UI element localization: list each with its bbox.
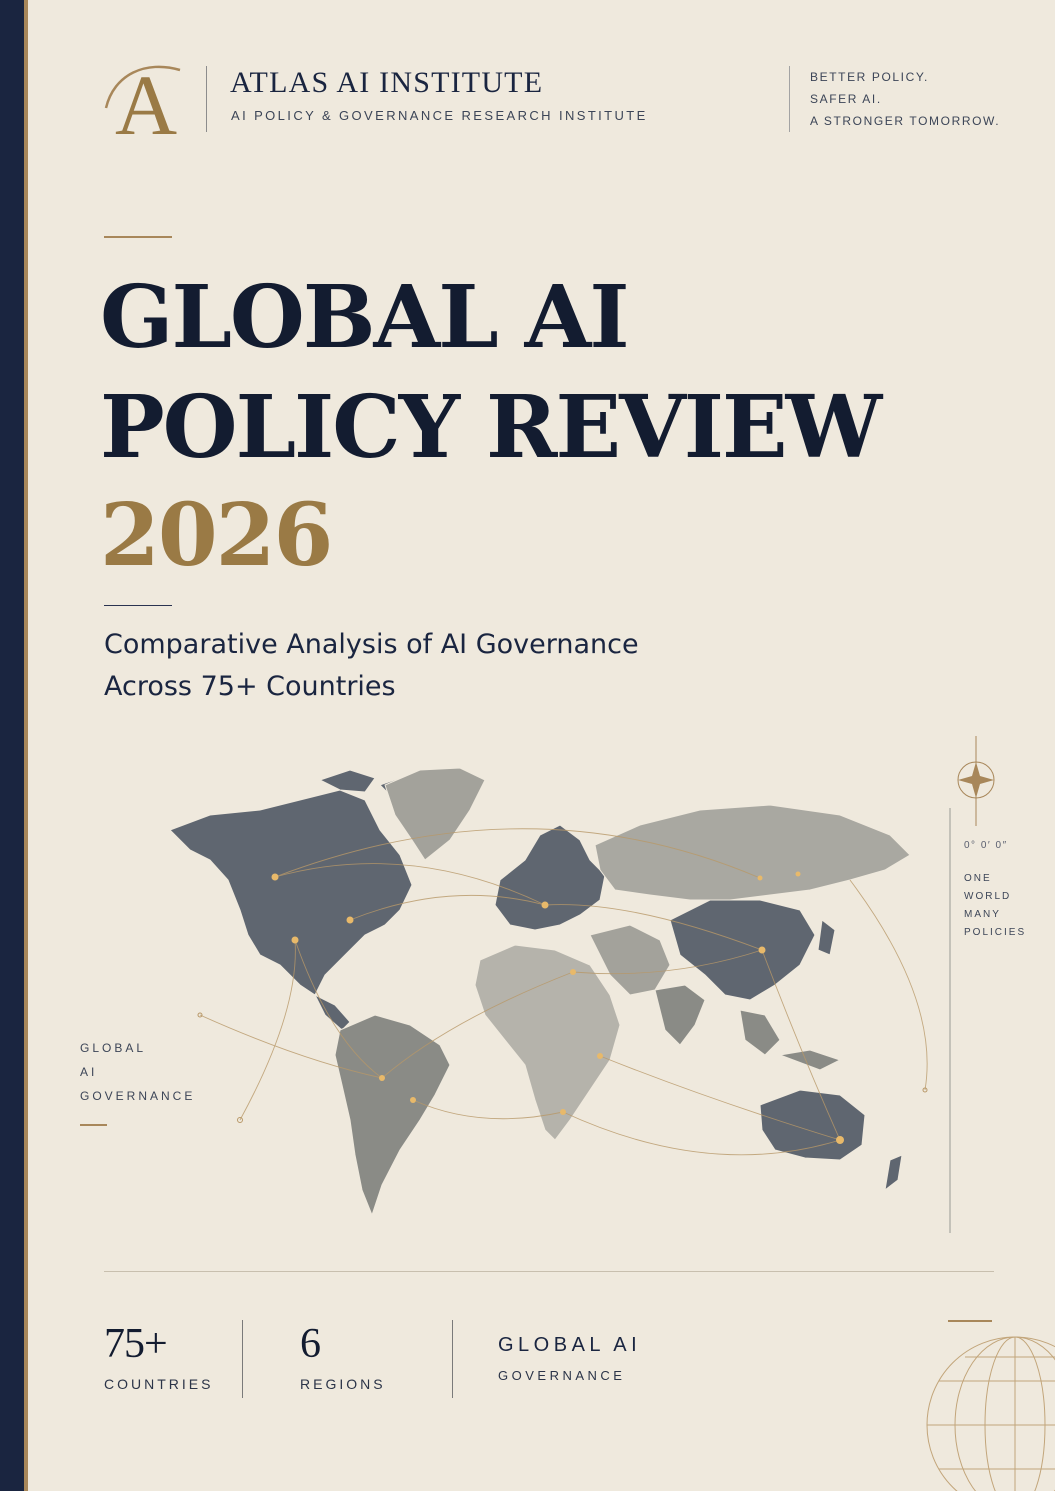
map-east-asia	[669, 899, 816, 1001]
side-label-left: GLOBAL AI GOVERNANCE	[80, 1036, 195, 1108]
map-india	[654, 984, 706, 1046]
tagline-2: SAFER AI.	[810, 92, 882, 106]
map-new-zealand	[884, 1154, 903, 1192]
network-links	[199, 828, 928, 1156]
map-southeast-asia	[739, 1009, 842, 1071]
side-label-right: ONE WORLD MANY POLICIES	[964, 870, 1026, 942]
logo-icon: A	[104, 57, 181, 140]
map-outer-points	[197, 1012, 928, 1123]
side-left-line-1: GLOBAL	[80, 1041, 147, 1055]
globe-icon	[926, 1336, 1055, 1491]
title-bottom-rule	[104, 605, 172, 606]
map-south-america	[334, 1014, 451, 1217]
side-left-line-3: GOVERNANCE	[80, 1089, 196, 1103]
tagline-divider	[789, 66, 790, 132]
subtitle-line-1: Comparative Analysis of AI Governance	[104, 629, 639, 660]
side-right-line-3: MANY	[964, 909, 1001, 920]
subtitle-line-2: Across 75+ Countries	[104, 671, 396, 702]
taglines: BETTER POLICY. SAFER AI. A STRONGER TOMO…	[810, 66, 1000, 132]
subtitle: Comparative Analysis of AI Governance Ac…	[104, 624, 744, 708]
continents	[169, 767, 911, 1217]
map-north-america	[169, 789, 413, 996]
coordinate-label: 0° 0′ 0″	[964, 840, 1008, 851]
map-australia	[759, 1089, 866, 1161]
tagline-1: BETTER POLICY.	[810, 70, 929, 84]
cover-spine	[0, 0, 24, 1491]
stat-regions-label: REGIONS	[300, 1376, 386, 1392]
network-nodes	[271, 871, 844, 1144]
stat-divider-1	[242, 1320, 243, 1398]
corner-gold-rule	[948, 1320, 992, 1322]
map-greenland	[384, 767, 486, 861]
side-right-line-4: POLICIES	[964, 927, 1027, 938]
map-central-america	[313, 993, 351, 1031]
footer-tag-title: GLOBAL AI	[498, 1334, 642, 1356]
title-line-2: POLICY REVIEW	[100, 377, 882, 478]
map-russia	[594, 804, 911, 901]
world-map-illustration	[169, 767, 928, 1217]
org-name: ATLAS AI INSTITUTE	[230, 66, 544, 99]
title-year: 2026	[100, 485, 333, 586]
side-left-rule	[80, 1124, 107, 1126]
cover-spine-gold-edge	[24, 0, 28, 1491]
org-subtitle: AI POLICY & GOVERNANCE RESEARCH INSTITUT…	[231, 108, 648, 123]
logo-letter: A	[115, 57, 177, 140]
footer-rule	[104, 1271, 994, 1272]
map-middle-east	[589, 924, 671, 996]
title-line-1: GLOBAL AI	[100, 267, 630, 368]
footer-tag-subtitle: GOVERNANCE	[498, 1368, 626, 1383]
stat-divider-2	[452, 1320, 453, 1398]
map-africa	[474, 944, 621, 1141]
stat-regions-value: 6	[300, 1321, 321, 1367]
compass-icon	[949, 736, 995, 1233]
map-japan	[817, 919, 836, 956]
side-right-line-1: ONE	[964, 873, 992, 884]
side-right-line-2: WORLD	[964, 891, 1012, 902]
stat-countries-value: 75+	[104, 1321, 168, 1367]
side-left-line-2: AI	[80, 1065, 98, 1079]
tagline-3: A STRONGER TOMORROW.	[810, 114, 1001, 128]
header-divider	[206, 66, 207, 132]
stat-countries-label: COUNTRIES	[104, 1376, 214, 1392]
map-europe	[494, 824, 606, 931]
title-top-rule	[104, 236, 172, 238]
